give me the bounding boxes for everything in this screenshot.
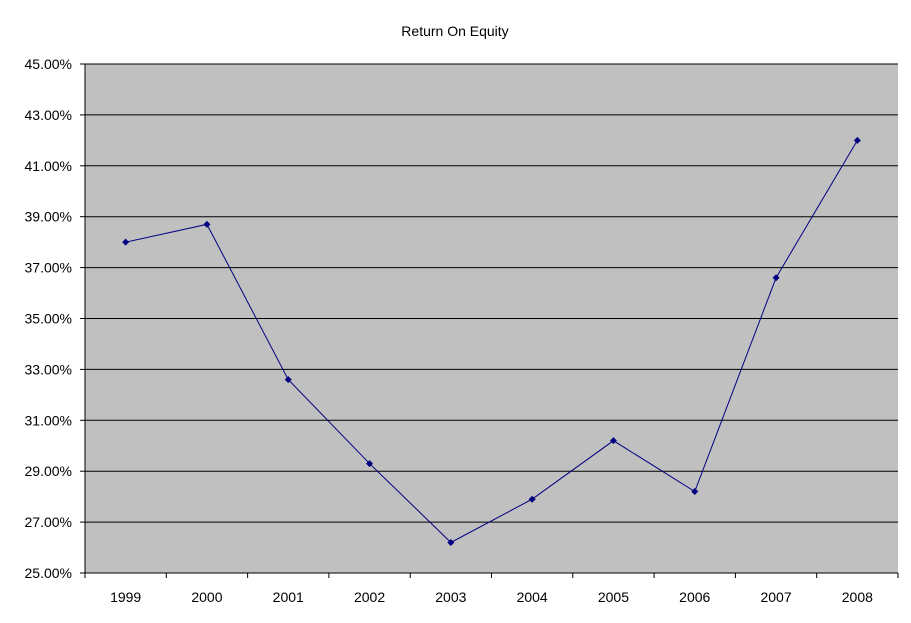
y-tick-label: 25.00% bbox=[25, 565, 72, 581]
x-tick-label: 2004 bbox=[517, 589, 548, 605]
y-tick-label: 27.00% bbox=[25, 514, 72, 530]
x-tick-label: 2006 bbox=[679, 589, 710, 605]
y-tick-label: 33.00% bbox=[25, 361, 72, 377]
data-point-marker bbox=[853, 136, 861, 144]
data-point-marker bbox=[447, 538, 455, 546]
data-point-marker bbox=[528, 495, 536, 503]
x-tick-label: 1999 bbox=[110, 589, 141, 605]
y-tick-label: 29.00% bbox=[25, 463, 72, 479]
y-tick-label: 31.00% bbox=[25, 412, 72, 428]
x-tick-label: 2007 bbox=[760, 589, 791, 605]
data-point-marker bbox=[284, 376, 292, 384]
data-point-marker bbox=[772, 274, 780, 282]
x-tick-label: 2000 bbox=[191, 589, 222, 605]
x-tick-label: 2005 bbox=[598, 589, 629, 605]
y-tick-label: 39.00% bbox=[25, 209, 72, 225]
y-tick-label: 41.00% bbox=[25, 158, 72, 174]
y-tick-label: 35.00% bbox=[25, 311, 72, 327]
data-point-marker bbox=[122, 238, 130, 246]
y-tick-label: 45.00% bbox=[25, 56, 72, 72]
x-tick-label: 2003 bbox=[435, 589, 466, 605]
axes: 25.00% 27.00% 29.00% 31.00% 33.00% 35.00% 37.0… bbox=[25, 56, 899, 605]
gridlines bbox=[85, 63, 898, 523]
data-point-marker bbox=[366, 460, 374, 468]
data-point-marker bbox=[691, 488, 699, 496]
x-tick-label: 2002 bbox=[354, 589, 385, 605]
x-tick-label: 2008 bbox=[842, 589, 873, 605]
series-roe bbox=[122, 136, 861, 546]
series-line bbox=[125, 140, 858, 544]
y-tick-label: 43.00% bbox=[25, 107, 72, 123]
data-point-marker bbox=[609, 437, 617, 445]
y-tick-label: 37.00% bbox=[25, 260, 72, 276]
x-tick-label: 2001 bbox=[273, 589, 304, 605]
data-point-marker bbox=[203, 220, 211, 228]
chart-title: Return On Equity bbox=[401, 23, 508, 39]
